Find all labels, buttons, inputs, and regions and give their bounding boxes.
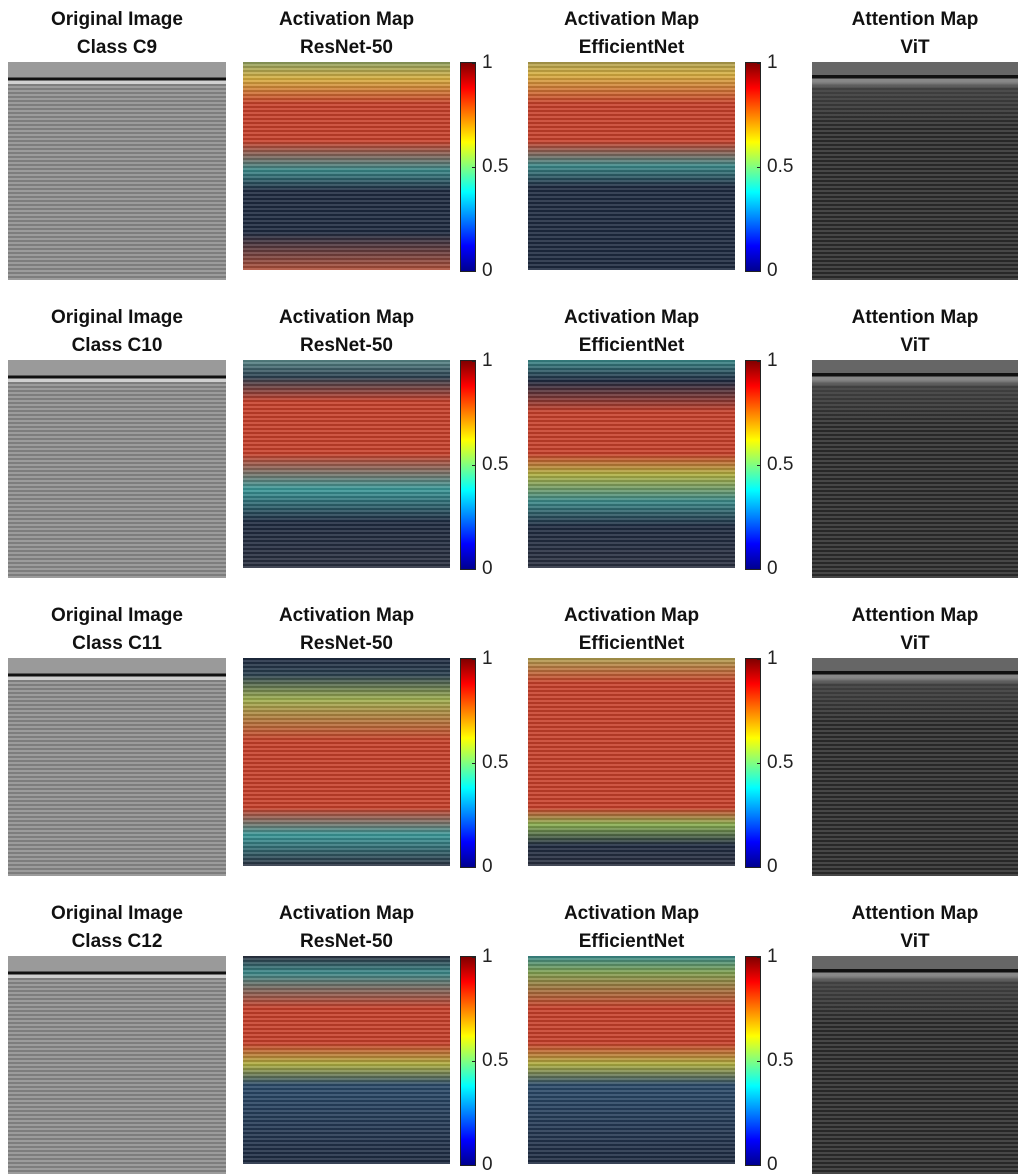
colorbar-tick-label: 0.5 [482, 454, 509, 475]
panel-title: EfficientNet [578, 37, 685, 58]
panel-title: Activation Map [563, 9, 700, 30]
colorbar-tick [757, 957, 761, 958]
colorbar-tick [757, 1061, 761, 1062]
activation-map [528, 956, 735, 1164]
panel-title: Class C9 [76, 37, 158, 58]
activation-map [243, 62, 450, 270]
panel-title: Activation Map [278, 605, 415, 626]
colorbar-tick-label: 0.5 [767, 1050, 794, 1071]
colorbar-tick [757, 569, 761, 570]
panel-title: Activation Map [563, 307, 700, 328]
panel-title: Activation Map [563, 903, 700, 924]
colorbar-tick-label: 1 [767, 648, 778, 669]
colorbar-tick [757, 63, 761, 64]
colorbar-tick [472, 659, 476, 660]
colorbar-tick-label: 0.5 [767, 454, 794, 475]
panel-title: Class C10 [71, 335, 163, 356]
colorbar-tick-label: 0 [767, 260, 778, 281]
colorbar-tick [472, 271, 476, 272]
colorbar-tick [472, 867, 476, 868]
colorbar-tick [757, 763, 761, 764]
panel-title: ViT [900, 335, 930, 356]
colorbar-tick-label: 1 [482, 946, 493, 967]
colorbar-tick-label: 1 [482, 350, 493, 371]
original-image [8, 956, 226, 1174]
panel-title: ResNet-50 [300, 633, 393, 654]
panel-title: EfficientNet [578, 633, 685, 654]
attention-map [812, 360, 1018, 578]
colorbar-tick [472, 361, 476, 362]
colorbar-tick [757, 167, 761, 168]
panel-title: ViT [900, 633, 930, 654]
colorbar-tick-label: 0 [482, 1154, 493, 1175]
colorbar-tick-label: 1 [482, 52, 493, 73]
colorbar-tick-label: 0.5 [767, 752, 794, 773]
activation-map [243, 360, 450, 568]
colorbar-tick [472, 569, 476, 570]
colorbar-tick-label: 0 [482, 558, 493, 579]
colorbar-tick [472, 465, 476, 466]
panel-title: ResNet-50 [300, 335, 393, 356]
activation-map [528, 658, 735, 866]
panel-title: Activation Map [278, 307, 415, 328]
panel-title: EfficientNet [578, 931, 685, 952]
colorbar-tick [472, 1061, 476, 1062]
panel-title: Attention Map [851, 307, 979, 328]
colorbar-tick [472, 1165, 476, 1166]
activation-map [243, 956, 450, 1164]
panel-title: Attention Map [851, 903, 979, 924]
colorbar-tick [472, 63, 476, 64]
colorbar-tick [757, 465, 761, 466]
activation-map [243, 658, 450, 866]
attention-map [812, 956, 1018, 1174]
activation-map [528, 62, 735, 270]
panel-title: Original Image [51, 605, 183, 626]
panel-title: Original Image [51, 903, 183, 924]
colorbar-tick [757, 659, 761, 660]
colorbar-tick-label: 1 [482, 648, 493, 669]
panel-title: Class C11 [72, 633, 162, 654]
original-image [8, 360, 226, 578]
panel-title: Activation Map [278, 9, 415, 30]
attention-map [812, 62, 1018, 280]
colorbar-tick-label: 0.5 [482, 1050, 509, 1071]
colorbar-tick [472, 763, 476, 764]
colorbar-tick-label: 0.5 [482, 156, 509, 177]
activation-map [528, 360, 735, 568]
colorbar-tick-label: 0.5 [767, 156, 794, 177]
colorbar-tick-label: 0 [767, 1154, 778, 1175]
colorbar-tick [472, 957, 476, 958]
panel-title: Class C12 [71, 931, 163, 952]
colorbar-tick-label: 1 [767, 350, 778, 371]
panel-title: ResNet-50 [300, 931, 393, 952]
panel-title: EfficientNet [578, 335, 685, 356]
attention-map [812, 658, 1018, 876]
panel-title: Original Image [51, 9, 183, 30]
panel-title: ViT [900, 931, 930, 952]
colorbar-tick [757, 361, 761, 362]
original-image [8, 62, 226, 280]
panel-title: Activation Map [278, 903, 415, 924]
colorbar-tick-label: 0 [482, 856, 493, 877]
colorbar-tick-label: 1 [767, 946, 778, 967]
panel-title: ResNet-50 [300, 37, 393, 58]
colorbar-tick [757, 271, 761, 272]
panel-title: Original Image [51, 307, 183, 328]
panel-title: ViT [900, 37, 930, 58]
panel-title: Attention Map [851, 605, 979, 626]
colorbar-tick-label: 0.5 [482, 752, 509, 773]
original-image [8, 658, 226, 876]
panel-title: Activation Map [563, 605, 700, 626]
panel-title: Attention Map [851, 9, 979, 30]
colorbar-tick-label: 0 [767, 856, 778, 877]
colorbar-tick [757, 867, 761, 868]
colorbar-tick-label: 0 [767, 558, 778, 579]
colorbar-tick [757, 1165, 761, 1166]
colorbar-tick-label: 1 [767, 52, 778, 73]
colorbar-tick [472, 167, 476, 168]
colorbar-tick-label: 0 [482, 260, 493, 281]
